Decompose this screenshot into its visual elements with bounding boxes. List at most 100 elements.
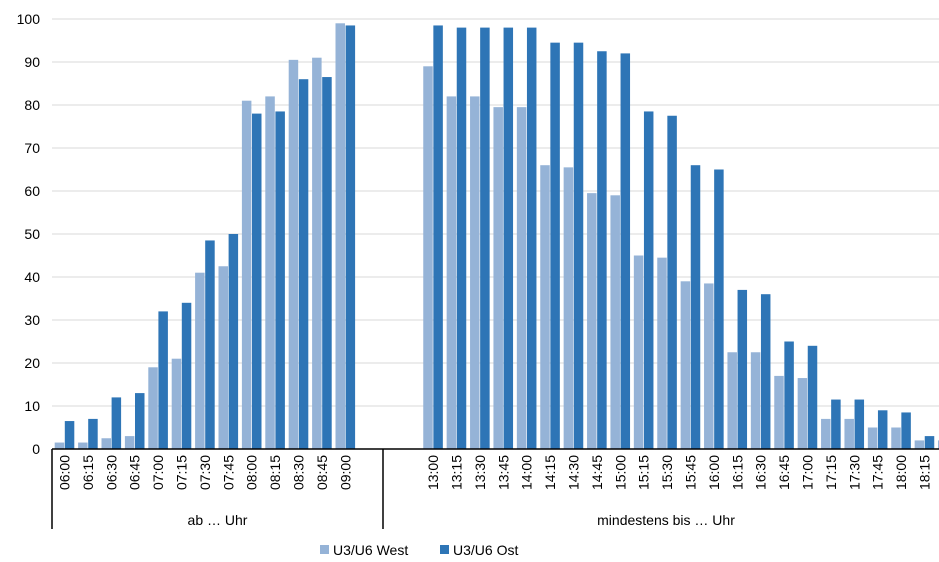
bar-ost-1715	[831, 399, 841, 449]
bar-ost-1530	[667, 115, 677, 449]
bar-west-0600	[54, 442, 65, 449]
bar-ost-0645	[135, 393, 145, 449]
bar-west-1745	[867, 427, 878, 449]
y-tick-label: 40	[24, 269, 40, 285]
x-tick-label: 06:00	[57, 455, 73, 490]
bar-ost-0715	[181, 302, 192, 449]
bar-west-1545	[680, 281, 691, 449]
bar-west-1630	[750, 352, 761, 449]
bar-west-0645	[124, 436, 135, 449]
x-tick-label: 17:15	[823, 455, 839, 490]
bar-west-1700	[797, 378, 808, 449]
bar-ost-0815	[275, 111, 285, 449]
bar-ost-1700	[807, 345, 818, 449]
x-tick-label: 15:30	[659, 455, 675, 490]
bar-west-1315	[446, 96, 457, 450]
bar-ost-1730	[854, 399, 865, 449]
bar-west-0800	[241, 100, 252, 449]
x-tick-label: 08:45	[314, 455, 330, 490]
x-tick-label: 14:45	[589, 455, 605, 490]
y-tick-label: 10	[24, 398, 40, 414]
bar-west-0745	[218, 266, 228, 449]
legend-label-ost: U3/U6 Ost	[453, 542, 518, 558]
x-tick-label: 17:30	[846, 455, 862, 490]
x-tick-label: 14:00	[519, 455, 535, 490]
x-tick-label: 13:00	[425, 455, 441, 490]
bar-west-1800	[891, 427, 901, 449]
bar-west-1330	[470, 96, 480, 450]
bar-ost-0830	[298, 79, 309, 449]
bar-ost-1515	[643, 111, 654, 449]
bar-west-1645	[774, 375, 784, 449]
bar-ost-1800	[901, 412, 911, 449]
legend: U3/U6 West U3/U6 Ost	[320, 542, 518, 558]
bar-west-0845	[312, 57, 322, 449]
bar-west-0630	[101, 438, 111, 449]
bar-ost-1545	[690, 165, 701, 449]
x-tick-label: 07:15	[174, 455, 190, 490]
y-axis-ticks: 0 10 20 30 40 50 60 70 80 90 100	[17, 11, 41, 457]
bar-west-1715	[821, 418, 831, 449]
x-tick-label: 06:45	[127, 455, 143, 490]
bar-ost-1300	[433, 25, 443, 449]
bar-ost-0700	[158, 311, 168, 449]
bar-west-0715	[171, 358, 182, 449]
x-tick-label: 16:45	[776, 455, 792, 490]
group-label-mindestens-bis-uhr: mindestens bis … Uhr	[597, 512, 735, 528]
bar-ost-0845	[322, 77, 332, 450]
bar-west-1430	[563, 167, 574, 449]
y-tick-label: 30	[24, 312, 40, 328]
bar-ost-1500	[620, 53, 631, 450]
x-tick-label: 14:30	[565, 455, 581, 490]
bar-ost-1330	[480, 27, 490, 449]
bar-west-0830	[288, 59, 299, 449]
bar-west-1615	[727, 352, 737, 449]
x-tick-label: 14:15	[542, 455, 558, 490]
bar-ost-0600	[64, 421, 75, 449]
x-tick-label: 16:15	[729, 455, 745, 490]
bar-ost-1815	[924, 436, 935, 449]
y-tick-label: 70	[24, 140, 40, 156]
x-tick-label: 06:15	[80, 455, 96, 490]
y-tick-label: 0	[32, 441, 40, 457]
bar-ost-1345	[503, 27, 514, 449]
x-tick-label: 17:00	[799, 455, 815, 490]
bar-west-0815	[265, 96, 275, 450]
bar-ost-0900	[345, 25, 356, 449]
bar-ost-1400	[526, 27, 537, 449]
axes	[51, 448, 939, 529]
bar-ost-0730	[205, 240, 215, 449]
bar-west-1530	[657, 257, 667, 449]
bars	[54, 23, 939, 450]
bar-west-0615	[78, 442, 88, 449]
bar-ost-0630	[111, 397, 122, 449]
bar-west-1415	[540, 165, 550, 449]
x-tick-label: 08:15	[267, 455, 283, 490]
y-tick-label: 90	[24, 54, 40, 70]
bar-ost-1645	[784, 341, 794, 449]
x-tick-label: 16:00	[706, 455, 722, 490]
bar-ost-0745	[228, 234, 239, 449]
y-tick-label: 20	[24, 355, 40, 371]
category-groups: ab … Uhr mindestens bis … Uhr	[188, 512, 736, 528]
bar-west-0900	[335, 23, 345, 450]
legend-swatch-ost	[440, 545, 449, 554]
bar-ost-1600	[714, 169, 724, 449]
x-axis-ticks: 06:00 06:15 06:30 06:45 07:00 07:15 07:30 07:45…	[57, 455, 933, 490]
bar-ost-0615	[88, 418, 98, 449]
x-tick-label: 07:00	[150, 455, 166, 490]
bar-ost-1615	[737, 289, 748, 449]
x-tick-label: 07:45	[220, 455, 236, 490]
x-tick-label: 08:00	[244, 455, 260, 490]
bar-west-1730	[844, 418, 854, 449]
bar-ost-0800	[252, 113, 262, 449]
y-tick-label: 80	[24, 97, 40, 113]
x-tick-label: 13:45	[495, 455, 511, 490]
y-tick-label: 50	[24, 226, 40, 242]
x-tick-label: 13:30	[472, 455, 488, 490]
bar-west-1345	[493, 107, 503, 450]
bar-west-1815	[914, 440, 925, 449]
x-tick-label: 15:45	[682, 455, 698, 490]
bar-west-1500	[610, 195, 620, 449]
